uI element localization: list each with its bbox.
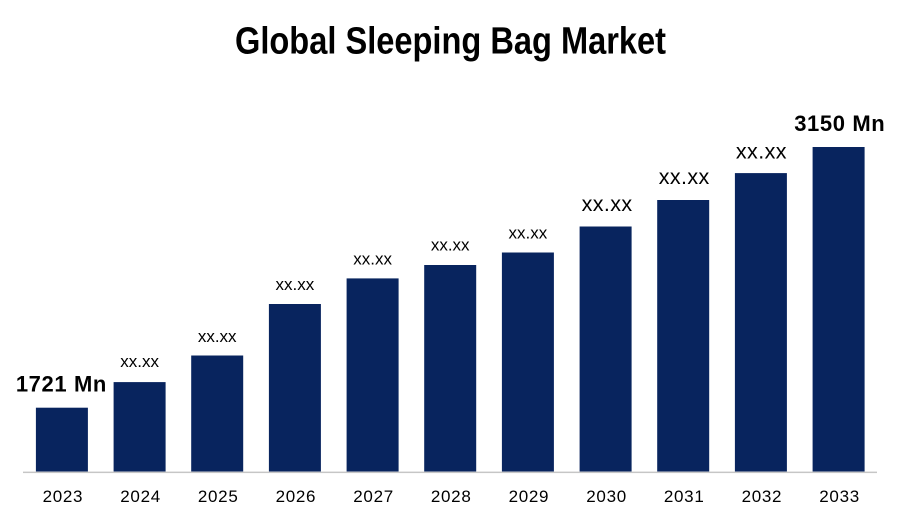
svg-text:2024: 2024 [120, 487, 161, 506]
svg-text:2030: 2030 [586, 487, 627, 506]
svg-text:1721 Mn: 1721 Mn [16, 371, 107, 396]
svg-text:2032: 2032 [742, 487, 783, 506]
svg-text:xx.xx: xx.xx [509, 224, 548, 243]
svg-text:2023: 2023 [43, 487, 84, 506]
svg-text:2028: 2028 [431, 487, 472, 506]
svg-text:2027: 2027 [353, 487, 394, 506]
svg-text:Global Sleeping Bag Market: Global Sleeping Bag Market [235, 19, 666, 62]
svg-text:2029: 2029 [509, 487, 550, 506]
svg-text:xx.xx: xx.xx [736, 139, 787, 163]
svg-text:xx.xx: xx.xx [582, 192, 633, 216]
svg-text:xx.xx: xx.xx [198, 327, 237, 346]
svg-text:xx.xx: xx.xx [659, 165, 710, 189]
svg-text:2033: 2033 [819, 487, 860, 506]
svg-text:2025: 2025 [198, 487, 239, 506]
svg-text:3150 Mn: 3150 Mn [794, 111, 885, 136]
svg-text:xx.xx: xx.xx [120, 352, 159, 371]
svg-text:xx.xx: xx.xx [276, 275, 315, 294]
svg-text:xx.xx: xx.xx [353, 249, 392, 268]
svg-text:xx.xx: xx.xx [431, 235, 470, 254]
svg-text:2031: 2031 [664, 487, 705, 506]
svg-text:2026: 2026 [276, 487, 317, 506]
